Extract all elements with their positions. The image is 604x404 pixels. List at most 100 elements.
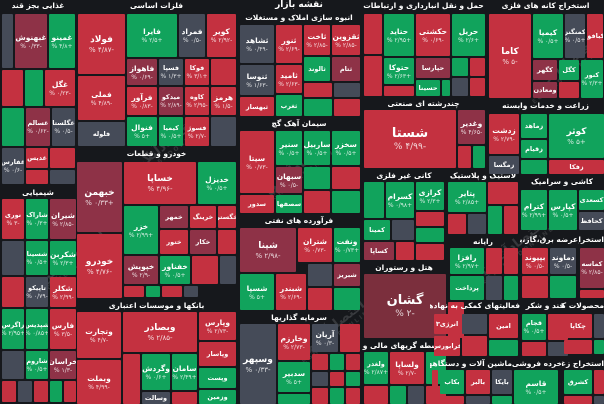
treemap-tile-زمگسا[interactable]: زمگسا (489, 156, 519, 174)
treemap-tile-وگردش[interactable]: وگردش +۰/۶ % (142, 354, 170, 390)
treemap-tile-ساربیل[interactable]: ساربیل +۰/۵ % (304, 131, 330, 165)
treemap-tile[interactable] (462, 336, 487, 356)
treemap-tile-ثنوسا[interactable]: ثنوسا -۱/۶۳ % (240, 65, 274, 95)
treemap-tile-کگهر[interactable]: کگهر (533, 60, 557, 80)
treemap-tile-شپدیس[interactable]: شپدیس+۰/۸۵ % (26, 309, 48, 349)
treemap-tile[interactable] (304, 191, 330, 213)
treemap-tile[interactable] (64, 381, 76, 402)
treemap-tile[interactable] (442, 80, 450, 96)
treemap-tile-کپارس[interactable]: کپارس +۰/۵ % (549, 190, 577, 230)
treemap-tile[interactable] (468, 214, 486, 234)
treemap-tile[interactable] (452, 58, 468, 76)
treemap-tile[interactable] (466, 396, 490, 404)
treemap-tile-حریل[interactable]: حریل +۲/۶ % (452, 14, 485, 56)
treemap-tile[interactable] (489, 340, 518, 356)
treemap-tile[interactable] (211, 117, 236, 146)
treemap-tile-غمینو[interactable]: غمینو +۴/۸ % (49, 14, 75, 68)
treemap-tile-فولاد[interactable]: فولاد -۴/۸۷ % (78, 14, 125, 74)
treemap-tile-فمراد[interactable]: فمراد -۰/۵ % (179, 14, 205, 57)
treemap-tile[interactable] (332, 191, 360, 213)
treemap-tile-غدیس[interactable]: غدیس (26, 148, 48, 168)
treemap-tile[interactable] (334, 83, 360, 97)
treemap-tile[interactable] (594, 370, 604, 394)
treemap-tile[interactable] (470, 58, 485, 76)
treemap-tile-رافزا[interactable]: رافزا +۲/۹۷ % (450, 248, 484, 274)
treemap-tile-وسالت[interactable]: وسالت (142, 392, 170, 404)
treemap-tile-وتجارت[interactable]: وتجارت -۴/۷ % (77, 312, 121, 358)
treemap-tile-ثشاهد[interactable]: ثشاهد -۰/۴۹ % (240, 25, 274, 63)
treemap-tile[interactable] (564, 396, 592, 404)
treemap-tile-کیمیا[interactable]: کیمیا +۰/۵ % (533, 14, 563, 58)
treemap-tile[interactable] (146, 286, 160, 297)
treemap-tile[interactable] (390, 386, 406, 404)
treemap-tile[interactable] (522, 276, 548, 298)
treemap-tile-خمهر[interactable]: خمهر (160, 206, 188, 228)
treemap-tile-فسوژ[interactable]: فسوژ -۲/۷ % (185, 117, 209, 146)
treemap-tile[interactable] (50, 170, 75, 184)
treemap-tile[interactable] (184, 286, 198, 297)
treemap-tile-ثاخت[interactable]: ثاخت -۲/۸۵ % (304, 25, 330, 55)
treemap-tile-شسپا[interactable]: شسپا +۵ % (240, 274, 274, 310)
treemap-tile-خفناور[interactable]: خفناور +۰/۵ % (160, 256, 190, 284)
treemap-tile-فلوله[interactable]: فلوله (78, 122, 125, 146)
treemap-tile-ولساپا[interactable]: ولساپا -۲/۷ % (390, 352, 424, 384)
treemap-tile[interactable] (218, 230, 236, 254)
treemap-tile-کساپا[interactable]: کساپا (364, 242, 394, 260)
treemap-tile[interactable] (330, 372, 344, 386)
treemap-tile-وپارس[interactable]: وپارس -۲/۷۳ % (199, 312, 236, 340)
treemap-tile[interactable] (330, 388, 344, 404)
treemap-tile[interactable] (492, 396, 512, 404)
treemap-tile[interactable] (211, 59, 236, 85)
treemap-tile[interactable] (26, 170, 48, 184)
treemap-tile-پتایر[interactable]: پتایر +۲/۸۵ % (448, 182, 486, 212)
treemap-tile-حتاید[interactable]: حتاید +۲/۹۵ % (384, 14, 414, 56)
treemap-tile-گشان[interactable]: گشان -۲ % (364, 274, 446, 338)
treemap-tile-آریان[interactable]: آریان -۰/۳ % (312, 324, 338, 352)
treemap-tile[interactable] (559, 82, 579, 98)
treemap-tile[interactable] (304, 99, 332, 116)
treemap-tile[interactable] (504, 206, 518, 234)
treemap-tile[interactable] (504, 276, 518, 300)
treemap-tile[interactable] (486, 276, 502, 300)
treemap-tile-شستا[interactable]: شستا -۴/۹۹ % (364, 110, 456, 168)
treemap-tile-حتوکا[interactable]: حتوکا +۲/۶۳ % (384, 58, 414, 84)
treemap-tile-فسپا[interactable]: فسپا +۱/۳ % (159, 59, 183, 85)
treemap-tile-شکربن[interactable]: شکربن +۲/۳ % (50, 241, 76, 275)
treemap-tile-شاروم[interactable]: شاروم +۰/۵ % (26, 351, 48, 379)
treemap-tile-زماهد[interactable]: زماهد (521, 114, 547, 138)
treemap-tile-وپست[interactable]: وپست (199, 368, 236, 388)
treemap-tile[interactable] (564, 340, 592, 354)
treemap-tile[interactable] (594, 340, 604, 354)
treemap-tile[interactable] (340, 324, 360, 352)
treemap-tile[interactable] (2, 108, 24, 146)
treemap-tile[interactable] (172, 392, 197, 404)
treemap-tile-بکاب[interactable]: بکاب (440, 370, 464, 394)
treemap-tile[interactable] (304, 83, 332, 97)
treemap-tile[interactable] (462, 314, 487, 334)
treemap-tile-سیتا[interactable]: سیتا -۰/۷۳ % (240, 131, 274, 193)
treemap-tile-کویر[interactable]: کویر -۲/۹۲ % (207, 14, 236, 57)
treemap-tile-غسالم[interactable]: غسالم -۰/۶۲ % (26, 108, 50, 146)
treemap-tile-ولغدر[interactable]: ولغدر +۲/۸۷ % (364, 352, 388, 384)
treemap-tile-زفکا[interactable]: زفکا (549, 160, 604, 174)
treemap-tile-کمنگنز[interactable]: کمنگنز +۰/۵ % (565, 14, 585, 58)
treemap-tile-خساپا[interactable]: خساپا -۴/۹۶ % (124, 162, 196, 204)
treemap-tile-وپاسار[interactable]: وپاسار (199, 342, 236, 366)
treemap-tile-چکاپا[interactable]: چکاپا (564, 314, 592, 338)
treemap-tile[interactable] (334, 99, 360, 116)
treemap-tile-کمینا[interactable]: کمینا (364, 220, 390, 240)
treemap-tile-زدشت[interactable]: زدشت -۲/۷۹ % (489, 114, 519, 154)
treemap-tile-حسینا[interactable]: حسینا (416, 80, 440, 96)
treemap-tile[interactable] (312, 388, 328, 404)
treemap-tile[interactable] (334, 288, 360, 310)
treemap-tile[interactable] (2, 277, 24, 307)
treemap-tile-ونفت[interactable]: ونفت +۰/۷۳ % (334, 228, 360, 262)
treemap-tile-وبملت[interactable]: وبملت -۴/۹۹ % (77, 360, 121, 404)
treemap-tile[interactable] (2, 241, 24, 275)
treemap-tile-کبافق[interactable]: کبافق (587, 14, 603, 58)
treemap-tile[interactable] (162, 286, 182, 297)
treemap-tile[interactable] (18, 381, 32, 402)
treemap-tile[interactable] (416, 212, 444, 226)
treemap-tile[interactable] (346, 354, 360, 370)
treemap-tile[interactable] (504, 248, 518, 274)
